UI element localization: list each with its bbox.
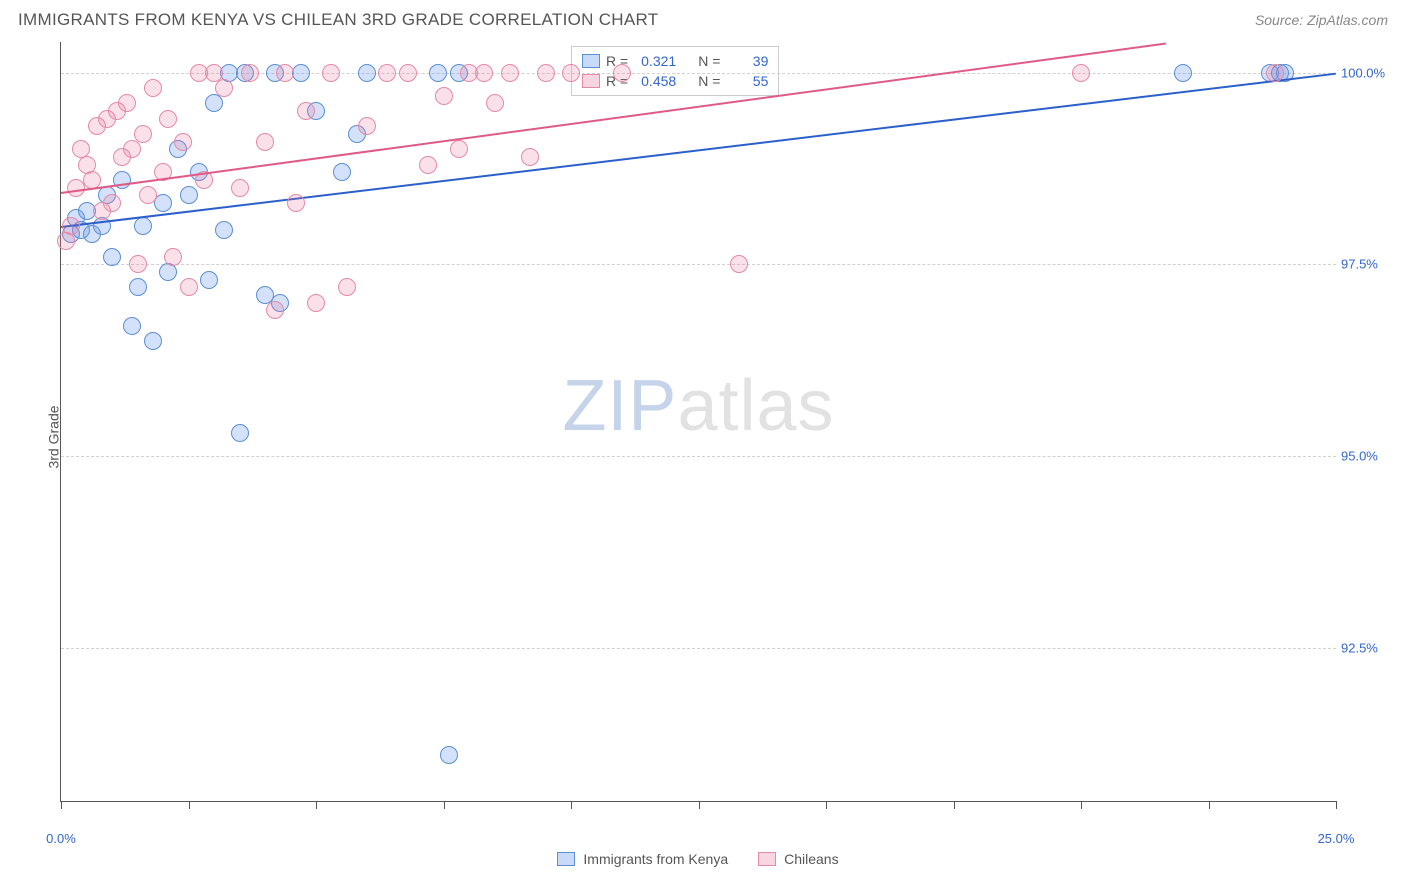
- data-point: [129, 255, 147, 273]
- data-point: [399, 64, 417, 82]
- data-point: [180, 278, 198, 296]
- data-point: [174, 133, 192, 151]
- data-point: [118, 94, 136, 112]
- data-point: [419, 156, 437, 174]
- plot-region: ZIPatlas R =0.321N =39R =0.458N =55 92.5…: [60, 42, 1336, 802]
- data-point: [358, 64, 376, 82]
- correlation-legend: R =0.321N =39R =0.458N =55: [571, 46, 779, 96]
- data-point: [475, 64, 493, 82]
- legend-item-kenya: Immigrants from Kenya: [557, 851, 728, 867]
- data-point: [231, 424, 249, 442]
- data-point: [159, 263, 177, 281]
- data-point: [62, 217, 80, 235]
- data-point: [241, 64, 259, 82]
- data-point: [333, 163, 351, 181]
- data-point: [1072, 64, 1090, 82]
- legend-swatch-blue: [557, 852, 575, 866]
- x-tick-label: 0.0%: [46, 831, 76, 846]
- data-point: [123, 317, 141, 335]
- data-point: [521, 148, 539, 166]
- source-label: Source: ZipAtlas.com: [1255, 12, 1388, 28]
- data-point: [730, 255, 748, 273]
- data-point: [205, 94, 223, 112]
- legend-swatch-pink: [758, 852, 776, 866]
- legend-item-chileans: Chileans: [758, 851, 838, 867]
- x-tick: [1336, 801, 1337, 809]
- legend-n-label: N =: [698, 53, 720, 69]
- data-point: [144, 79, 162, 97]
- data-point: [378, 64, 396, 82]
- x-axis: Immigrants from Kenya Chileans: [60, 802, 1336, 832]
- x-tick-label: 25.0%: [1318, 831, 1355, 846]
- data-point: [562, 64, 580, 82]
- legend-swatch: [582, 74, 600, 88]
- data-point: [123, 140, 141, 158]
- data-point: [231, 179, 249, 197]
- data-point: [287, 194, 305, 212]
- data-point: [129, 278, 147, 296]
- data-point: [134, 125, 152, 143]
- data-point: [57, 232, 75, 250]
- legend-n-label: N =: [698, 73, 720, 89]
- data-point: [139, 186, 157, 204]
- data-point: [613, 64, 631, 82]
- data-point: [501, 64, 519, 82]
- y-tick-label: 92.5%: [1341, 640, 1396, 655]
- data-point: [134, 217, 152, 235]
- y-tick-label: 97.5%: [1341, 257, 1396, 272]
- data-point: [154, 194, 172, 212]
- gridline: [61, 648, 1336, 649]
- chart-area: 3rd Grade ZIPatlas R =0.321N =39R =0.458…: [50, 42, 1396, 832]
- data-point: [297, 102, 315, 120]
- data-point: [266, 301, 284, 319]
- legend-n-value: 39: [726, 53, 768, 69]
- legend-label-kenya: Immigrants from Kenya: [583, 851, 728, 867]
- legend-n-value: 55: [726, 73, 768, 89]
- legend-label-chileans: Chileans: [784, 851, 838, 867]
- data-point: [429, 64, 447, 82]
- gridline: [61, 264, 1336, 265]
- data-point: [435, 87, 453, 105]
- data-point: [256, 133, 274, 151]
- legend-swatch: [582, 54, 600, 68]
- data-point: [200, 271, 218, 289]
- data-point: [322, 64, 340, 82]
- data-point: [338, 278, 356, 296]
- data-point: [1174, 64, 1192, 82]
- data-point: [103, 194, 121, 212]
- data-point: [276, 64, 294, 82]
- legend-r-value: 0.321: [634, 53, 676, 69]
- legend-r-value: 0.458: [634, 73, 676, 89]
- data-point: [537, 64, 555, 82]
- watermark: ZIPatlas: [562, 365, 834, 447]
- gridline: [61, 456, 1336, 457]
- data-point: [486, 94, 504, 112]
- data-point: [215, 79, 233, 97]
- data-point: [159, 110, 177, 128]
- data-point: [450, 140, 468, 158]
- data-point: [144, 332, 162, 350]
- chart-title: IMMIGRANTS FROM KENYA VS CHILEAN 3RD GRA…: [18, 10, 658, 30]
- bottom-legend: Immigrants from Kenya Chileans: [60, 851, 1336, 867]
- y-tick-label: 95.0%: [1341, 449, 1396, 464]
- data-point: [440, 746, 458, 764]
- legend-row: R =0.458N =55: [582, 71, 768, 91]
- data-point: [215, 221, 233, 239]
- data-point: [358, 117, 376, 135]
- watermark-part2: atlas: [677, 366, 834, 446]
- data-point: [164, 248, 182, 266]
- watermark-part1: ZIP: [562, 366, 677, 446]
- data-point: [103, 248, 121, 266]
- y-tick-label: 100.0%: [1341, 65, 1396, 80]
- chart-header: IMMIGRANTS FROM KENYA VS CHILEAN 3RD GRA…: [0, 0, 1406, 36]
- data-point: [180, 186, 198, 204]
- legend-row: R =0.321N =39: [582, 51, 768, 71]
- data-point: [1266, 64, 1284, 82]
- data-point: [307, 294, 325, 312]
